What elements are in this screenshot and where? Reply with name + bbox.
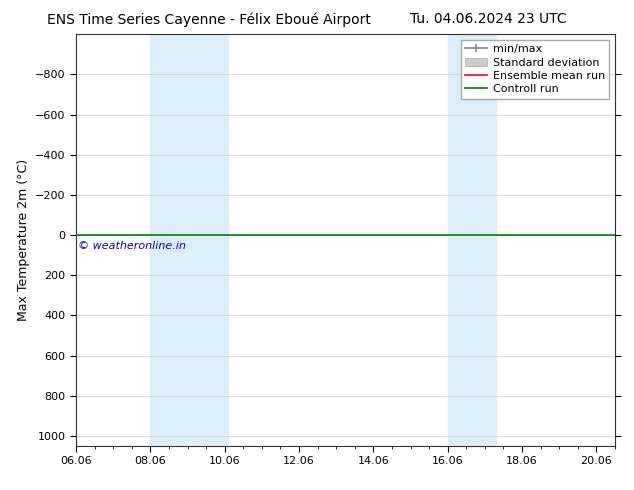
- Legend: min/max, Standard deviation, Ensemble mean run, Controll run: min/max, Standard deviation, Ensemble me…: [460, 40, 609, 99]
- Text: ENS Time Series Cayenne - Félix Eboué Airport: ENS Time Series Cayenne - Félix Eboué Ai…: [48, 12, 371, 27]
- Text: © weatheronline.in: © weatheronline.in: [78, 241, 186, 251]
- Y-axis label: Max Temperature 2m (°C): Max Temperature 2m (°C): [16, 159, 30, 321]
- Bar: [448, 34, 496, 446]
- Bar: [150, 34, 228, 446]
- Text: Tu. 04.06.2024 23 UTC: Tu. 04.06.2024 23 UTC: [410, 12, 567, 26]
